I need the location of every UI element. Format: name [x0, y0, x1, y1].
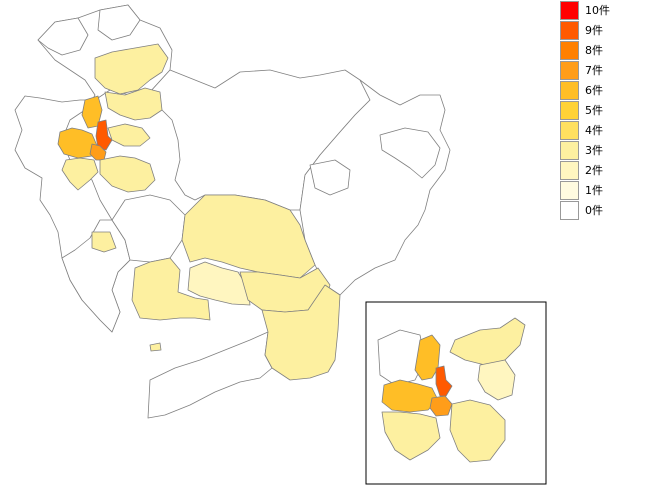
region-central-left-yellow: [131, 257, 211, 321]
region-west-small-yellow: [107, 123, 151, 147]
legend-swatch: [560, 80, 579, 100]
legend-label: 4件: [585, 123, 603, 137]
region-west-lower-yellow-2: [99, 155, 156, 193]
legend-item: 10件: [560, 0, 655, 20]
region-south-island: [149, 342, 162, 352]
legend-swatch: [560, 160, 579, 180]
region-north-orange: [95, 119, 113, 151]
region-north-upper-yellow: [94, 43, 169, 95]
region-north-mid-yellow: [104, 87, 163, 121]
legend-swatch: [560, 200, 579, 220]
region-north-west-3: [37, 17, 89, 56]
legend-item: 2件: [560, 160, 655, 180]
region-inset-orange: [435, 365, 453, 397]
legend-swatch: [560, 140, 579, 160]
region-inset-ne-yellow: [449, 317, 526, 366]
legend-item: 5件: [560, 100, 655, 120]
legend-label: 9件: [585, 23, 603, 37]
region-south-peninsula: [147, 331, 273, 419]
legend-item: 3件: [560, 140, 655, 160]
region-central-mid-yellow: [187, 261, 251, 306]
legend-item: 8件: [560, 40, 655, 60]
legend-item: 6件: [560, 80, 655, 100]
legend-label: 3件: [585, 143, 603, 157]
region-east-mountains-2: [379, 127, 441, 179]
region-south-east-yellow: [91, 231, 117, 253]
legend-swatch: [560, 20, 579, 40]
legend-swatch: [560, 40, 579, 60]
legend-item: 1件: [560, 180, 655, 200]
region-west-lower-yellow: [61, 157, 99, 191]
legend-label: 2件: [585, 163, 603, 177]
legend-label: 5件: [585, 103, 603, 117]
region-east-mountains-3: [309, 159, 351, 196]
main-map: [14, 4, 451, 419]
region-inset-center-orange: [429, 395, 453, 417]
region-inset-north-yellow: [414, 334, 441, 381]
legend-item: 7件: [560, 60, 655, 80]
legend-swatch: [560, 0, 579, 20]
legend-label: 0件: [585, 203, 603, 217]
legend-item: 4件: [560, 120, 655, 140]
region-central-east-yellow: [261, 284, 341, 381]
legend-swatch: [560, 180, 579, 200]
region-inset-s-yellow: [449, 399, 506, 463]
legend-item: 0件: [560, 200, 655, 220]
region-north-west-4: [97, 4, 141, 41]
legend-label: 1件: [585, 183, 603, 197]
legend-swatch: [560, 60, 579, 80]
legend-label: 10件: [585, 3, 610, 17]
legend-label: 6件: [585, 83, 603, 97]
legend-swatch: [560, 120, 579, 140]
map-legend: 10件 9件 8件 7件 6件 5件 4件 3件 2件 1件 0件: [560, 0, 655, 220]
region-inset-e-yellow: [477, 359, 516, 401]
legend-label: 7件: [585, 63, 603, 77]
legend-item: 9件: [560, 20, 655, 40]
inset-map: [365, 301, 547, 485]
legend-label: 8件: [585, 43, 603, 57]
region-inset-sw-yellow: [381, 411, 441, 461]
legend-swatch: [560, 100, 579, 120]
